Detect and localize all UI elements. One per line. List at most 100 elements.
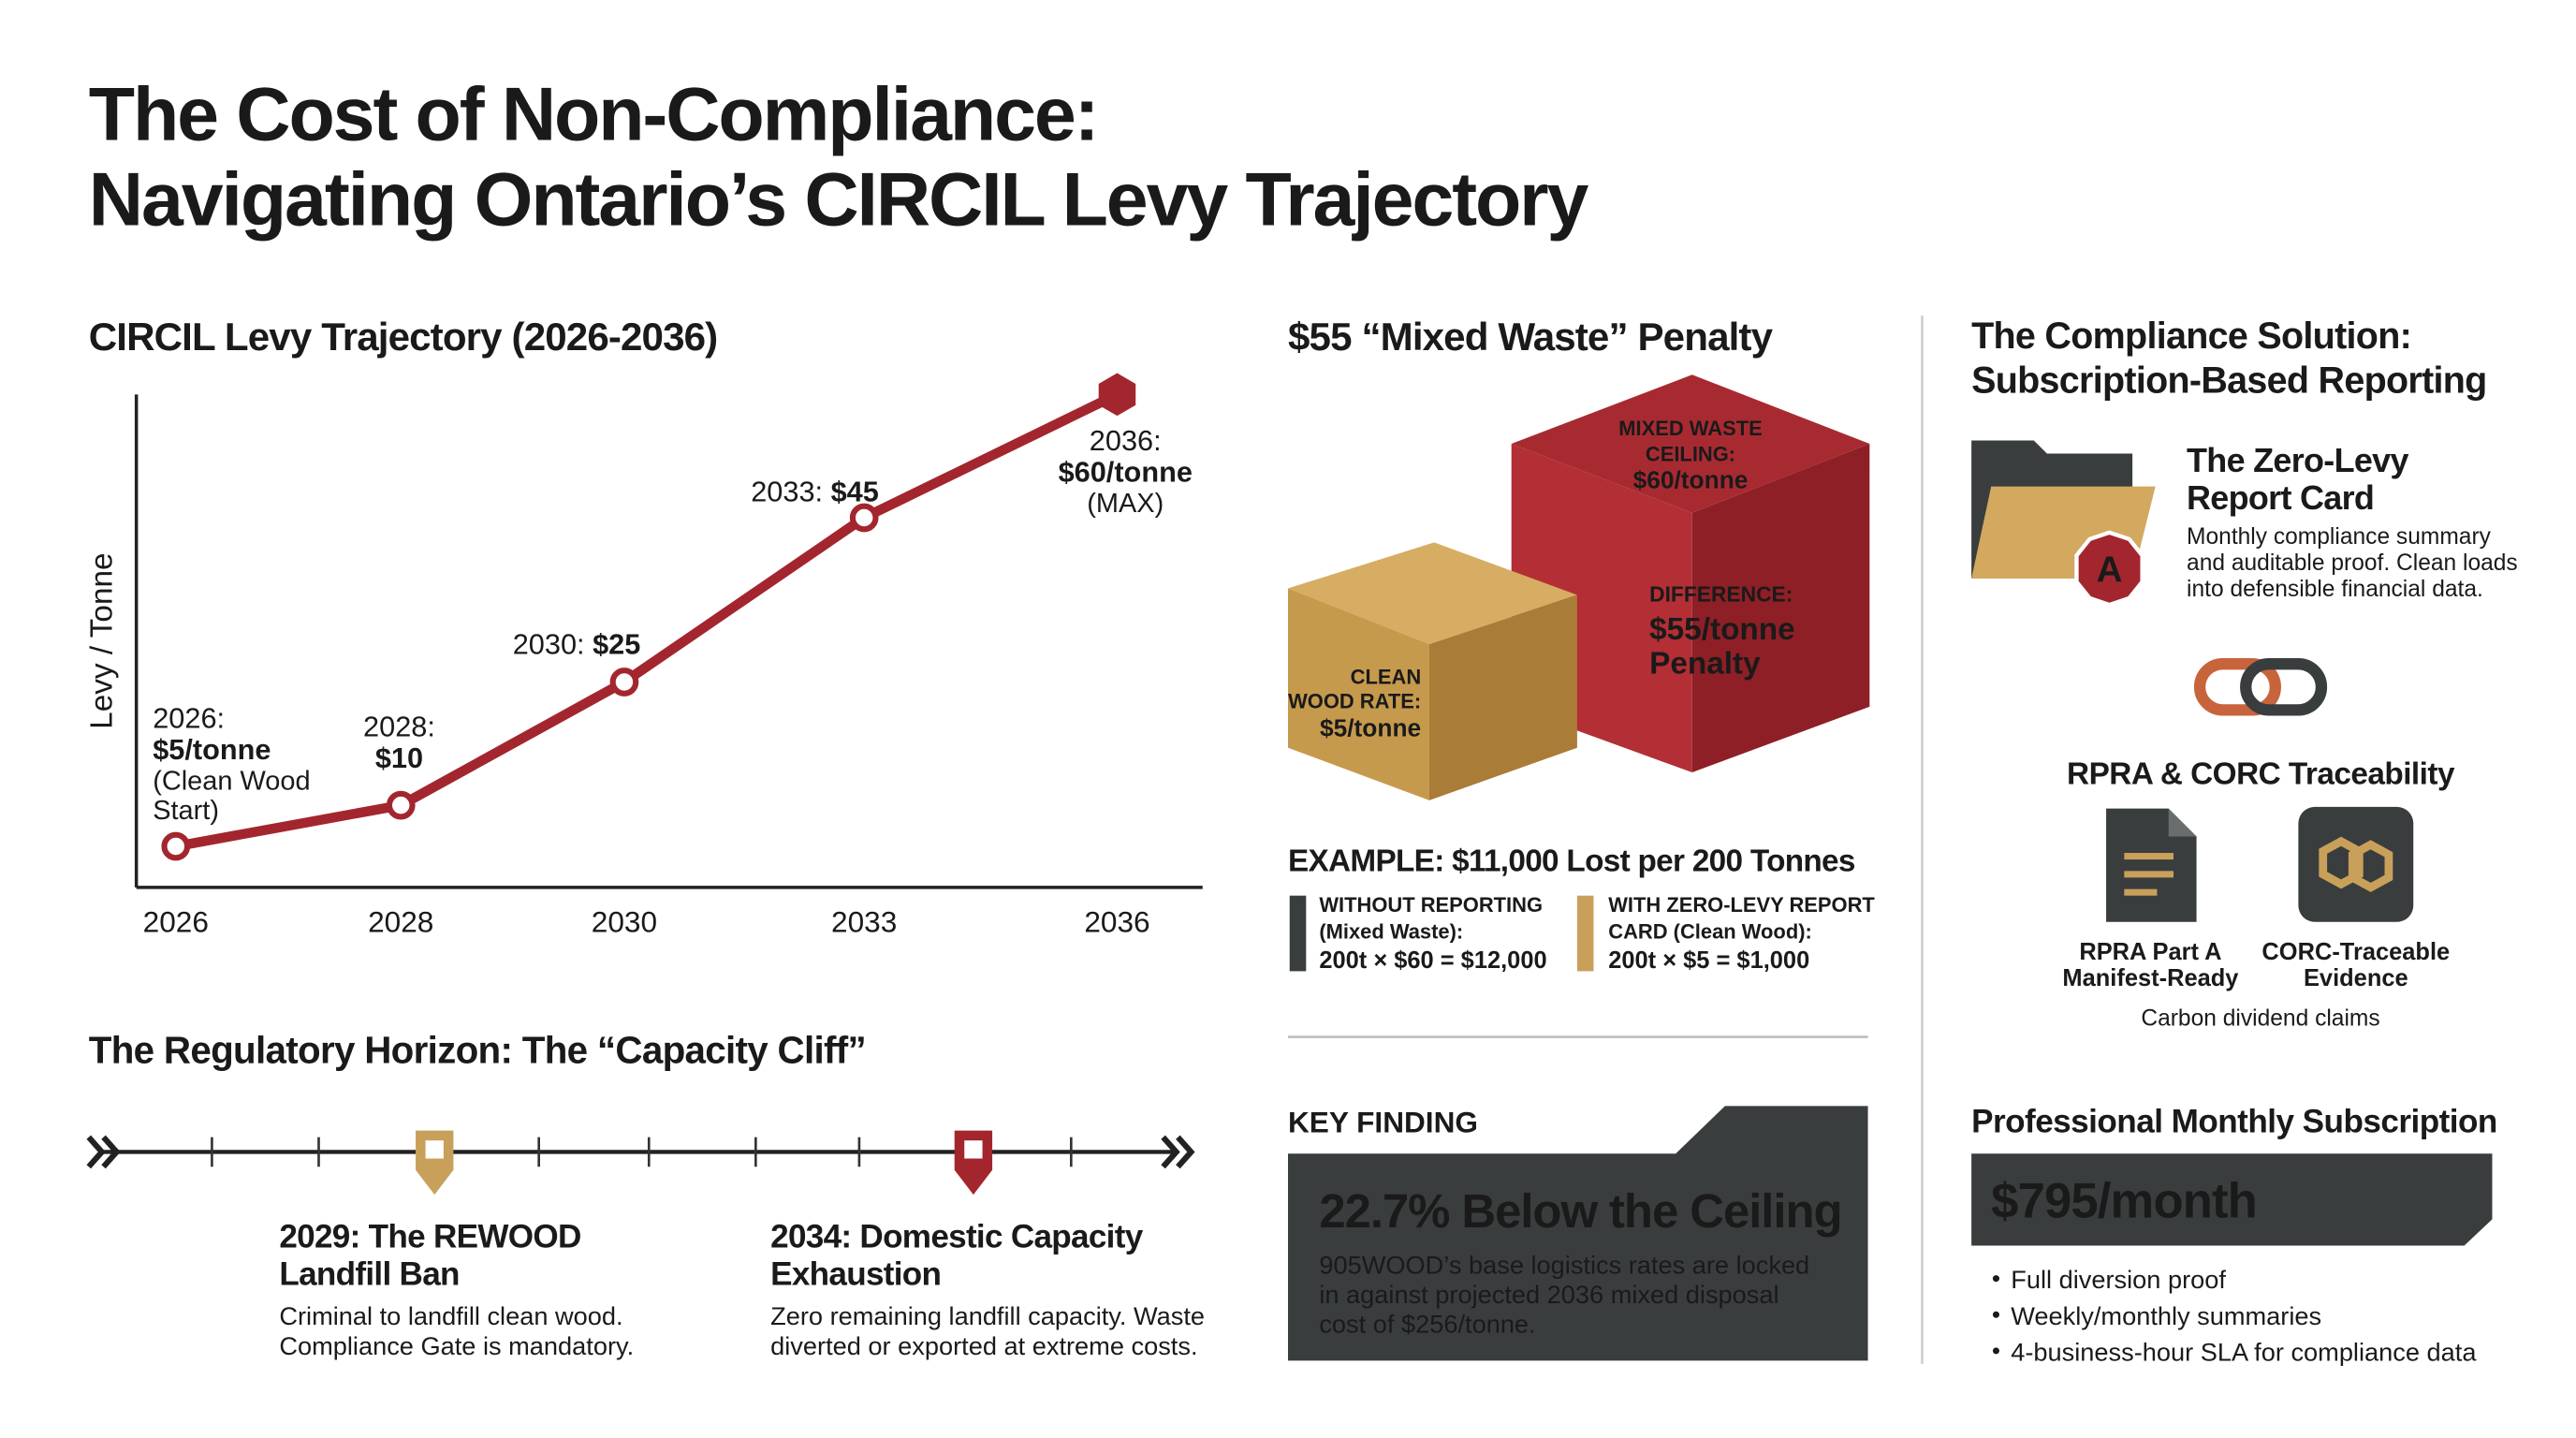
x-tick-label: 2033: [831, 904, 897, 938]
price: $795/month: [1991, 1174, 2257, 1229]
card-title: The Zero-Levy: [2187, 441, 2408, 479]
x-tick-label: 2026: [143, 904, 209, 938]
difference-label: DIFFERENCE:: [1649, 582, 1793, 607]
feature: Weekly/monthly summaries: [2011, 1301, 2321, 1330]
point-value-label: $45: [831, 475, 879, 507]
point-label-prefix: 2033:: [751, 475, 823, 507]
chain-icon: [2193, 658, 2328, 716]
x-tick-label: 2028: [368, 904, 433, 938]
point-label-prefix: 2028:: [363, 710, 435, 742]
example-title: EXAMPLE: $11,000 Lost per 200 Tonnes: [1288, 844, 1855, 878]
clean-rate-label: CLEAN: [1351, 665, 1422, 688]
timeline-ticks: [211, 1137, 1073, 1167]
point-value-label: $10: [375, 741, 423, 774]
feature: Full diversion proof: [2011, 1265, 2226, 1294]
data-point: [849, 503, 879, 533]
timeline-start-arrow: [86, 1135, 121, 1169]
feature: 4-business-hour SLA for compliance data: [2011, 1337, 2477, 1366]
cube-gold: [1288, 542, 1577, 800]
difference-label: Penalty: [1649, 647, 1761, 682]
finding-text: 905WOOD’s base logistics rates are locke…: [1319, 1250, 1809, 1279]
point-label: 2030: $25: [513, 628, 641, 661]
clean-rate-label: $5/tonne: [1320, 713, 1421, 741]
point-value-label: $25: [593, 628, 640, 661]
timeline-marker-red: [954, 1130, 993, 1196]
price-box: [1971, 1153, 2493, 1246]
rpra-label: Manifest-Ready: [2062, 965, 2239, 991]
without-text: (Mixed Waste):: [1319, 919, 1463, 943]
document-icon: [2106, 808, 2197, 922]
finding-text: in against projected 2036 mixed disposal: [1319, 1280, 1778, 1309]
event-title: 2034: Domestic Capacity: [770, 1218, 1144, 1255]
solution-title: The Compliance Solution:: [1971, 315, 2411, 357]
point-value-label: $60/tonne: [1059, 455, 1193, 488]
bullet: [1992, 1311, 1999, 1318]
rpra-label: RPRA Part A: [2079, 939, 2221, 965]
timeline-marker-inner: [964, 1140, 983, 1159]
without-indicator: [1289, 895, 1307, 972]
event-text: Zero remaining landfill capacity. Waste: [770, 1301, 1205, 1330]
page-title: Navigating Ontario’s CIRCIL Levy Traject…: [89, 158, 1589, 242]
corc-icon: [2298, 806, 2414, 922]
point-note: (MAX): [1087, 489, 1164, 519]
point-note: Start): [153, 796, 219, 826]
timeline: [86, 1130, 1195, 1196]
event-title: Landfill Ban: [279, 1256, 459, 1293]
point-note: (Clean Wood: [153, 766, 310, 796]
trace-title: RPRA & CORC Traceability: [2067, 756, 2455, 791]
without-text: WITHOUT REPORTING: [1319, 893, 1543, 917]
page-title: The Cost of Non-Compliance:: [89, 72, 1098, 156]
badge-letter: A: [2097, 550, 2123, 590]
corc-label: CORC-Traceable: [2261, 939, 2450, 965]
x-tick-label: 2036: [1084, 904, 1149, 938]
clean-rate-label: WOOD RATE:: [1288, 690, 1421, 713]
card-title: Report Card: [2187, 478, 2374, 517]
trace-note: Carbon dividend claims: [2141, 1005, 2379, 1031]
folder-icon: [1971, 440, 2156, 608]
penalty-title: $55 “Mixed Waste” Penalty: [1288, 315, 1774, 359]
subscription-title: Professional Monthly Subscription: [1971, 1103, 2497, 1139]
with-text: WITH ZERO-LEVY REPORT: [1608, 893, 1875, 917]
y-axis-label: Levy / Tonne: [84, 552, 119, 728]
content: The Cost of Non-Compliance:Navigating On…: [84, 72, 2517, 1366]
finding-headline: 22.7% Below the Ceiling: [1319, 1184, 1841, 1238]
finding-box: [1288, 1106, 1868, 1361]
point-label-prefix: 2030:: [513, 628, 585, 661]
without-text: 200t × $60 = $12,000: [1319, 947, 1546, 974]
ceiling-label: MIXED WASTE: [1618, 417, 1762, 440]
event-title: 2029: The REWOOD: [279, 1218, 580, 1255]
difference-label: $55/tonne: [1649, 612, 1795, 647]
data-point: [609, 668, 639, 697]
ceiling-label: $60/tonne: [1633, 465, 1749, 493]
ceiling-label: CEILING:: [1646, 442, 1735, 465]
timeline-marker-gold: [416, 1130, 454, 1196]
cube-red: [1511, 374, 1870, 773]
x-tick-label: 2030: [592, 904, 657, 938]
data-point: [161, 831, 191, 861]
bullet: [1992, 1347, 1999, 1355]
chart-title: CIRCIL Levy Trajectory (2026-2036): [89, 315, 718, 359]
with-text: 200t × $5 = $1,000: [1608, 947, 1809, 974]
card-text: into defensible financial data.: [2187, 577, 2483, 602]
event-title: Exhaustion: [770, 1256, 941, 1293]
point-label: 2033: $45: [751, 475, 879, 507]
point-label-prefix: 2036:: [1090, 424, 1162, 457]
data-point: [386, 790, 416, 820]
horizon-title: The Regulatory Horizon: The “Capacity Cl…: [89, 1029, 866, 1072]
bullet: [1992, 1275, 1999, 1283]
finding-text: cost of $256/tonne.: [1319, 1310, 1535, 1339]
card-text: and auditable proof. Clean loads: [2187, 550, 2518, 576]
event-text: Compliance Gate is mandatory.: [279, 1331, 634, 1360]
timeline-end-arrow: [1161, 1135, 1195, 1169]
card-text: Monthly compliance summary: [2187, 524, 2492, 550]
finding-label: KEY FINDING: [1288, 1105, 1478, 1138]
timeline-marker-inner: [425, 1140, 444, 1159]
event-text: Criminal to landfill clean wood.: [279, 1301, 622, 1330]
point-label-prefix: 2026:: [153, 702, 225, 735]
data-point: [1098, 373, 1136, 417]
corc-label: Evidence: [2304, 965, 2408, 991]
event-text: diverted or exported at extreme costs.: [770, 1331, 1197, 1360]
point-value-label: $5/tonne: [153, 733, 271, 766]
